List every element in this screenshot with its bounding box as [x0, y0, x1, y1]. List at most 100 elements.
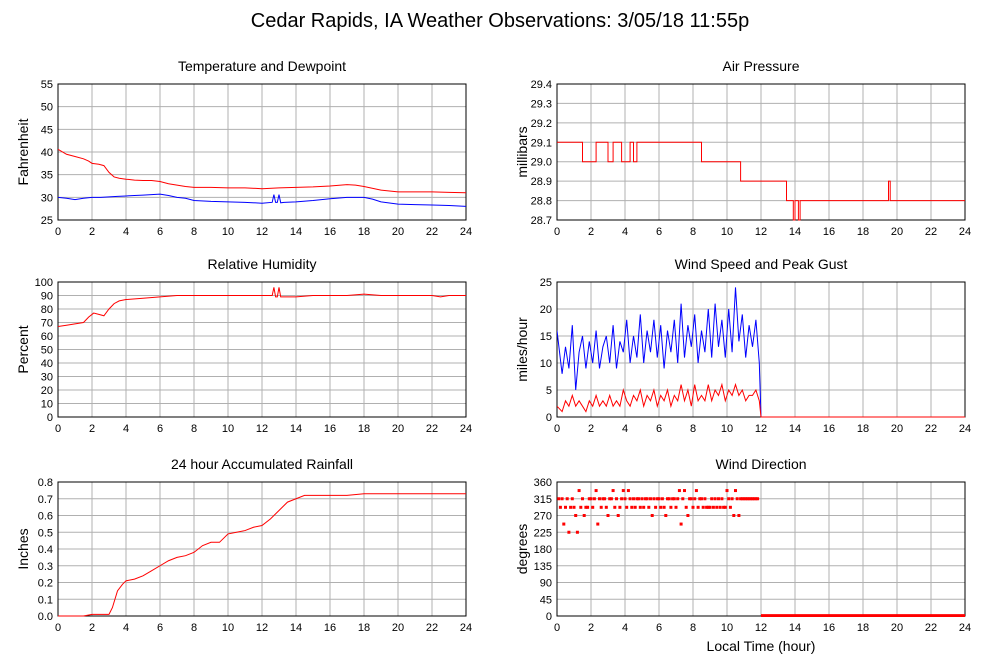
direction-point	[594, 489, 598, 493]
temp-plot-frame	[57, 83, 467, 221]
humidity-ytick-label: 80	[41, 304, 53, 316]
direction-ytick-label: 0	[546, 611, 552, 623]
rainfall-ytick-label: 0.3	[38, 561, 53, 573]
direction-point	[557, 497, 561, 501]
wind-xtick-label: 18	[857, 423, 869, 435]
humidity-xtick-label: 6	[157, 423, 163, 435]
rainfall-xtick-label: 22	[426, 622, 438, 634]
direction-point	[739, 497, 743, 501]
direction-point	[579, 505, 583, 509]
rainfall-xtick-label: 10	[222, 622, 234, 634]
direction-xtick-label: 24	[959, 622, 971, 634]
temp-xtick-label: 4	[123, 226, 129, 238]
humidity-xtick-label: 2	[89, 423, 95, 435]
direction-point	[676, 497, 680, 501]
page-title: Cedar Rapids, IA Weather Observations: 3…	[250, 10, 750, 32]
humidity-xtick-label: 4	[123, 423, 129, 435]
direction-point	[730, 497, 734, 501]
direction-point	[562, 522, 566, 526]
direction-xtick-label: 18	[857, 622, 869, 634]
rainfall-ytick-label: 0.5	[38, 527, 53, 539]
direction-point	[749, 497, 753, 501]
pressure-xtick-label: 6	[656, 226, 662, 238]
wind-xtick-label: 22	[925, 423, 937, 435]
humidity-ytick-label: 20	[41, 385, 53, 397]
rainfall-plot-frame	[57, 481, 467, 617]
direction-point	[679, 522, 683, 526]
pressure-xtick-label: 22	[925, 226, 937, 238]
direction-point	[683, 489, 686, 493]
direction-point	[603, 497, 607, 501]
direction-ytick-label: 90	[540, 578, 552, 590]
pressure-xtick-label: 12	[755, 226, 767, 238]
direction-xlabel: Local Time (hour)	[707, 638, 816, 654]
humidity-ytick-label: 60	[41, 331, 53, 343]
direction-point	[642, 505, 646, 509]
direction-point	[717, 497, 720, 501]
humidity-series-line-0	[58, 287, 466, 328]
rainfall-series-line-0	[58, 493, 466, 617]
direction-point	[751, 497, 754, 501]
direction-point	[633, 505, 637, 509]
direction-point	[693, 497, 697, 501]
rainfall-xtick-label: 2	[89, 622, 95, 634]
direction-point	[691, 505, 695, 509]
wind-ytick-label: 20	[540, 304, 552, 316]
direction-point	[740, 497, 744, 501]
humidity-title: Relative Humidity	[208, 256, 317, 272]
direction-point	[754, 497, 758, 501]
wind-ylabel: miles/hour	[514, 317, 530, 382]
direction-xtick-label: 2	[588, 622, 594, 634]
direction-point	[601, 497, 605, 501]
temp-ytick-label: 45	[41, 124, 53, 136]
humidity-ylabel: Percent	[15, 325, 31, 373]
temp-xtick-label: 6	[157, 226, 163, 238]
rainfall-xtick-label: 18	[358, 622, 370, 634]
direction-point	[745, 497, 749, 501]
direction-point	[574, 514, 578, 517]
direction-point	[711, 505, 715, 509]
direction-point	[596, 522, 600, 526]
direction-point	[756, 497, 760, 501]
direction-point	[710, 497, 714, 501]
pressure-xtick-label: 0	[554, 226, 560, 238]
humidity-xtick-label: 22	[426, 423, 438, 435]
direction-point	[701, 505, 705, 509]
humidity-ytick-label: 30	[41, 372, 53, 384]
pressure-xtick-label: 18	[857, 226, 869, 238]
rainfall-xtick-label: 6	[157, 622, 163, 634]
temp-xtick-label: 22	[426, 226, 438, 238]
rainfall-xtick-label: 4	[123, 622, 129, 634]
temp-xtick-label: 18	[358, 226, 370, 238]
pressure-ytick-label: 29.1	[531, 137, 552, 149]
direction-point	[654, 505, 658, 509]
humidity-xtick-label: 16	[324, 423, 336, 435]
temp-xtick-label: 8	[191, 226, 197, 238]
wind-xtick-label: 4	[622, 423, 628, 435]
direction-point	[581, 497, 584, 501]
temp-xtick-label: 10	[222, 226, 234, 238]
humidity-ytick-label: 50	[41, 345, 53, 357]
wind-ytick-label: 10	[540, 358, 552, 370]
direction-point	[567, 530, 571, 534]
temp-xtick-label: 16	[324, 226, 336, 238]
humidity-xtick-label: 0	[55, 423, 61, 435]
direction-point	[650, 514, 654, 517]
direction-point	[732, 514, 736, 517]
wind-series-line-1	[557, 382, 965, 418]
direction-point	[747, 497, 751, 501]
direction-point	[694, 489, 698, 493]
temp-ytick-label: 30	[41, 192, 53, 204]
direction-point	[664, 514, 668, 517]
direction-point	[621, 489, 625, 493]
direction-point	[735, 497, 739, 501]
direction-point	[565, 497, 569, 501]
direction-point	[647, 505, 651, 509]
direction-point	[728, 505, 732, 509]
rainfall-ytick-label: 0.4	[38, 544, 53, 556]
humidity-ytick-label: 40	[41, 358, 53, 370]
direction-point	[611, 489, 615, 493]
direction-point	[700, 497, 703, 501]
